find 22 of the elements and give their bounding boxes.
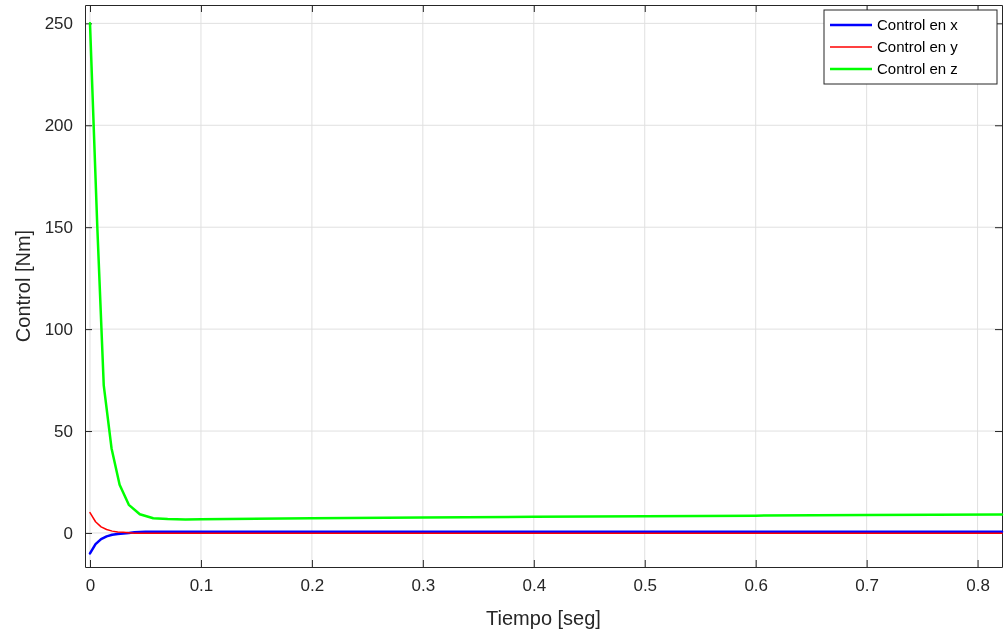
legend-label: Control en y bbox=[877, 38, 959, 55]
x-tick-label: 0.5 bbox=[633, 576, 658, 596]
y-tick-label: 150 bbox=[44, 218, 73, 238]
x-tick-label: 0.6 bbox=[744, 576, 769, 596]
y-tick-label: 250 bbox=[44, 14, 73, 34]
x-tick-label: 0.2 bbox=[300, 576, 325, 596]
x-axis-title: Tiempo [seg] bbox=[486, 607, 601, 629]
line-series bbox=[88, 530, 1004, 555]
y-tick-label: 50 bbox=[54, 421, 73, 441]
y-tick-label: 200 bbox=[44, 116, 73, 136]
x-tick-label: 0.8 bbox=[966, 576, 990, 596]
legend-label: Control en x bbox=[877, 16, 959, 33]
x-tick-label: 0.7 bbox=[855, 576, 879, 596]
x-tick-label: 0 bbox=[85, 576, 96, 596]
y-axis-title: Control [Nm] bbox=[12, 229, 34, 343]
line-series bbox=[89, 511, 1003, 535]
y-tick-label: 0 bbox=[63, 523, 73, 543]
legend-label: Control en z bbox=[877, 60, 958, 77]
x-tick-label: 0.4 bbox=[522, 576, 547, 596]
x-tick-label: 0.1 bbox=[189, 576, 214, 596]
y-tick-label: 100 bbox=[44, 320, 73, 340]
x-tick-label: 0.3 bbox=[411, 576, 436, 596]
